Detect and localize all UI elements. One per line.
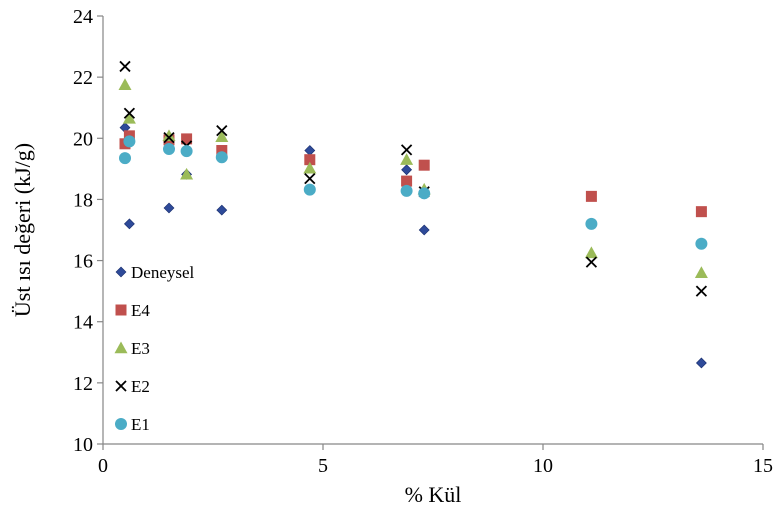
point-e2 [585,256,598,268]
data-marks [118,60,708,369]
point-e1 [215,151,228,164]
legend-swatch-deneysel [115,266,127,278]
x-tick-label: 15 [753,455,773,477]
point-e1 [303,183,316,196]
point-e2 [400,144,413,156]
point-e1 [180,145,193,158]
point-deneysel [304,145,316,156]
point-e1 [585,217,598,230]
x-axis-title: % Kül [405,482,462,507]
point-e3 [118,78,132,90]
y-tick-label: 10 [73,434,93,456]
point-e2 [304,173,316,185]
x-tick-label: 5 [318,455,328,477]
point-e1 [163,142,175,155]
point-e2 [119,60,131,73]
legend-item-e1: E1 [115,415,150,434]
point-e1 [400,184,413,197]
y-axis-title: Üst ısı değeri (kJ/g) [10,143,35,317]
point-e4 [304,154,316,166]
legend-item-e3: E3 [114,339,150,358]
legend-label-deneysel: Deneysel [131,263,195,282]
point-deneysel [695,357,707,369]
point-e1 [123,135,136,148]
legend: Deneysel E4 E3 E2 E1 [114,263,195,434]
series-deneysel [119,122,707,369]
point-e2 [123,107,136,119]
point-e3 [400,153,414,165]
series-e1 [119,135,708,250]
legend-label-e2: E2 [131,377,150,396]
point-e4 [216,145,228,157]
y-tick-label: 18 [73,189,93,211]
y-tick-label: 24 [73,6,93,28]
legend-label-e3: E3 [131,339,150,358]
point-e4 [585,190,597,202]
point-e2 [216,125,228,137]
point-e4 [181,133,193,145]
legend-item-e2: E2 [115,377,150,396]
tick-layer: 10 12 14 16 18 20 22 24 0 5 10 15 [73,6,773,477]
point-e3 [162,129,176,142]
y-tick-label: 20 [73,128,93,150]
point-e2 [163,132,175,144]
point-e1 [695,237,708,250]
point-e3 [215,130,229,142]
legend-swatch-e1 [115,418,127,430]
series-e2 [119,60,708,297]
point-e3 [122,111,136,124]
legend-swatch-e3 [114,341,128,354]
legend-item-deneysel: Deneysel [115,263,195,282]
point-e3 [180,167,194,180]
point-e3 [584,246,598,259]
y-axis-title-group: Üst ısı değeri (kJ/g) [10,143,35,317]
x-tick-label: 0 [98,455,108,477]
point-e3 [694,266,708,278]
point-deneysel [401,164,413,176]
point-e4 [695,206,707,218]
y-tick-label: 14 [73,312,93,334]
legend-label-e4: E4 [131,301,150,320]
y-tick-label: 22 [73,67,93,89]
point-e3 [303,161,317,174]
y-tick-label: 12 [73,373,93,395]
legend-label-e1: E1 [131,415,150,434]
axes [102,16,763,445]
point-deneysel [216,204,228,216]
y-tick-label: 16 [73,251,93,273]
series-e4 [119,130,707,218]
x-tick-label: 10 [533,455,553,477]
point-e1 [418,187,431,200]
legend-swatch-e2 [115,380,127,392]
series-e3 [118,78,708,278]
legend-item-e4: E4 [115,301,150,320]
point-deneysel [123,218,135,230]
point-deneysel [418,224,430,236]
point-e2 [695,285,708,297]
point-e1 [119,152,131,165]
point-deneysel [163,202,175,214]
point-e4 [418,159,430,171]
point-e4 [401,175,413,187]
legend-swatch-e4 [115,304,127,316]
